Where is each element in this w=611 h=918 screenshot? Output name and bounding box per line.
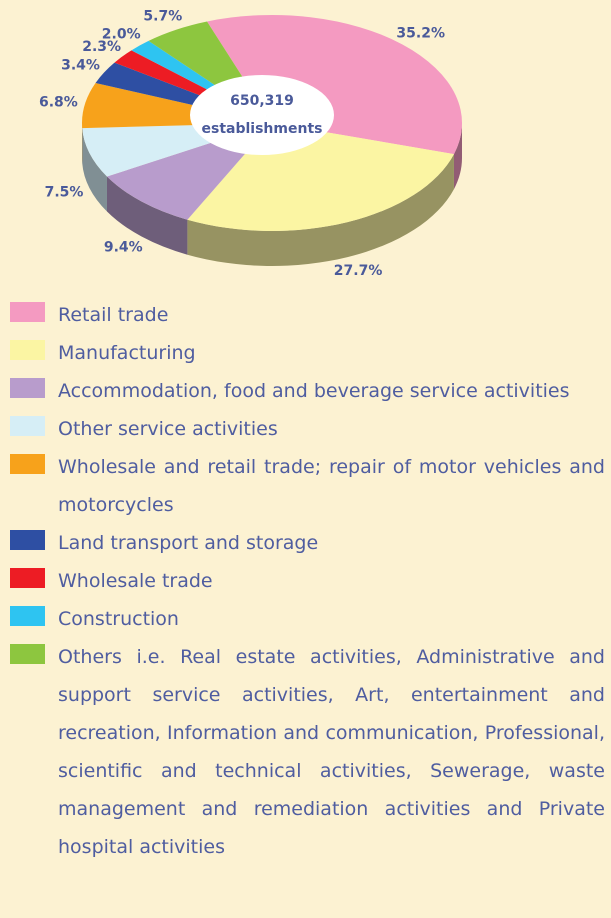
legend-label: Retail trade — [58, 304, 169, 326]
data-label: 27.7% — [334, 263, 383, 279]
legend-label: Manufacturing — [58, 342, 196, 364]
legend-swatch — [10, 606, 45, 626]
legend-label: Other service activities — [58, 418, 278, 440]
legend-swatch — [10, 302, 45, 322]
legend-item: Retail trade — [10, 300, 605, 338]
legend: Retail trade Manufacturing Accommodation, … — [10, 300, 605, 870]
legend-swatch — [10, 644, 45, 664]
legend-label: Accommodation, food and beverage service… — [58, 380, 570, 402]
legend-swatch — [10, 454, 45, 474]
data-label: 9.4% — [104, 240, 143, 256]
data-label: 2.0% — [102, 27, 141, 43]
pie-side — [187, 154, 454, 266]
data-label: 7.5% — [45, 184, 84, 200]
legend-item: Accommodation, food and beverage service… — [10, 376, 605, 414]
data-label: 35.2% — [396, 25, 445, 41]
data-label: 2.3% — [82, 39, 121, 55]
legend-label: Wholesale and retail trade; repair of mo… — [58, 456, 605, 516]
pie-side — [453, 123, 462, 190]
legend-swatch — [10, 416, 45, 436]
legend-label: Others i.e. Real estate activities, Admi… — [58, 646, 605, 858]
data-label: 5.7% — [143, 9, 182, 25]
legend-item: Others i.e. Real estate activities, Admi… — [10, 642, 605, 870]
data-label: 3.4% — [61, 57, 100, 73]
legend-item: Land transport and storage — [10, 528, 605, 566]
legend-item: Manufacturing — [10, 338, 605, 376]
legend-item: Other service activities — [10, 414, 605, 452]
legend-item: Wholesale trade — [10, 566, 605, 604]
legend-label: Construction — [58, 608, 179, 630]
pie-side — [106, 176, 188, 255]
center-label: 650,319 — [230, 93, 294, 109]
center-label: establishments — [202, 121, 323, 137]
pie-side — [82, 128, 107, 212]
data-label: 6.8% — [39, 95, 78, 111]
legend-item: Wholesale and retail trade; repair of mo… — [10, 452, 605, 528]
chart: 35.2% 27.7% 9.4% 7.5% 6.8% 3.4% 2.3%2.0%5.7% 65… — [39, 9, 462, 279]
center-ellipse — [190, 75, 334, 155]
legend-label: Land transport and storage — [58, 532, 319, 554]
legend-swatch — [10, 378, 45, 398]
legend-swatch — [10, 568, 45, 588]
legend-swatch — [10, 340, 45, 360]
legend-swatch — [10, 530, 45, 550]
legend-label: Wholesale trade — [58, 570, 213, 592]
legend-item: Construction — [10, 604, 605, 642]
